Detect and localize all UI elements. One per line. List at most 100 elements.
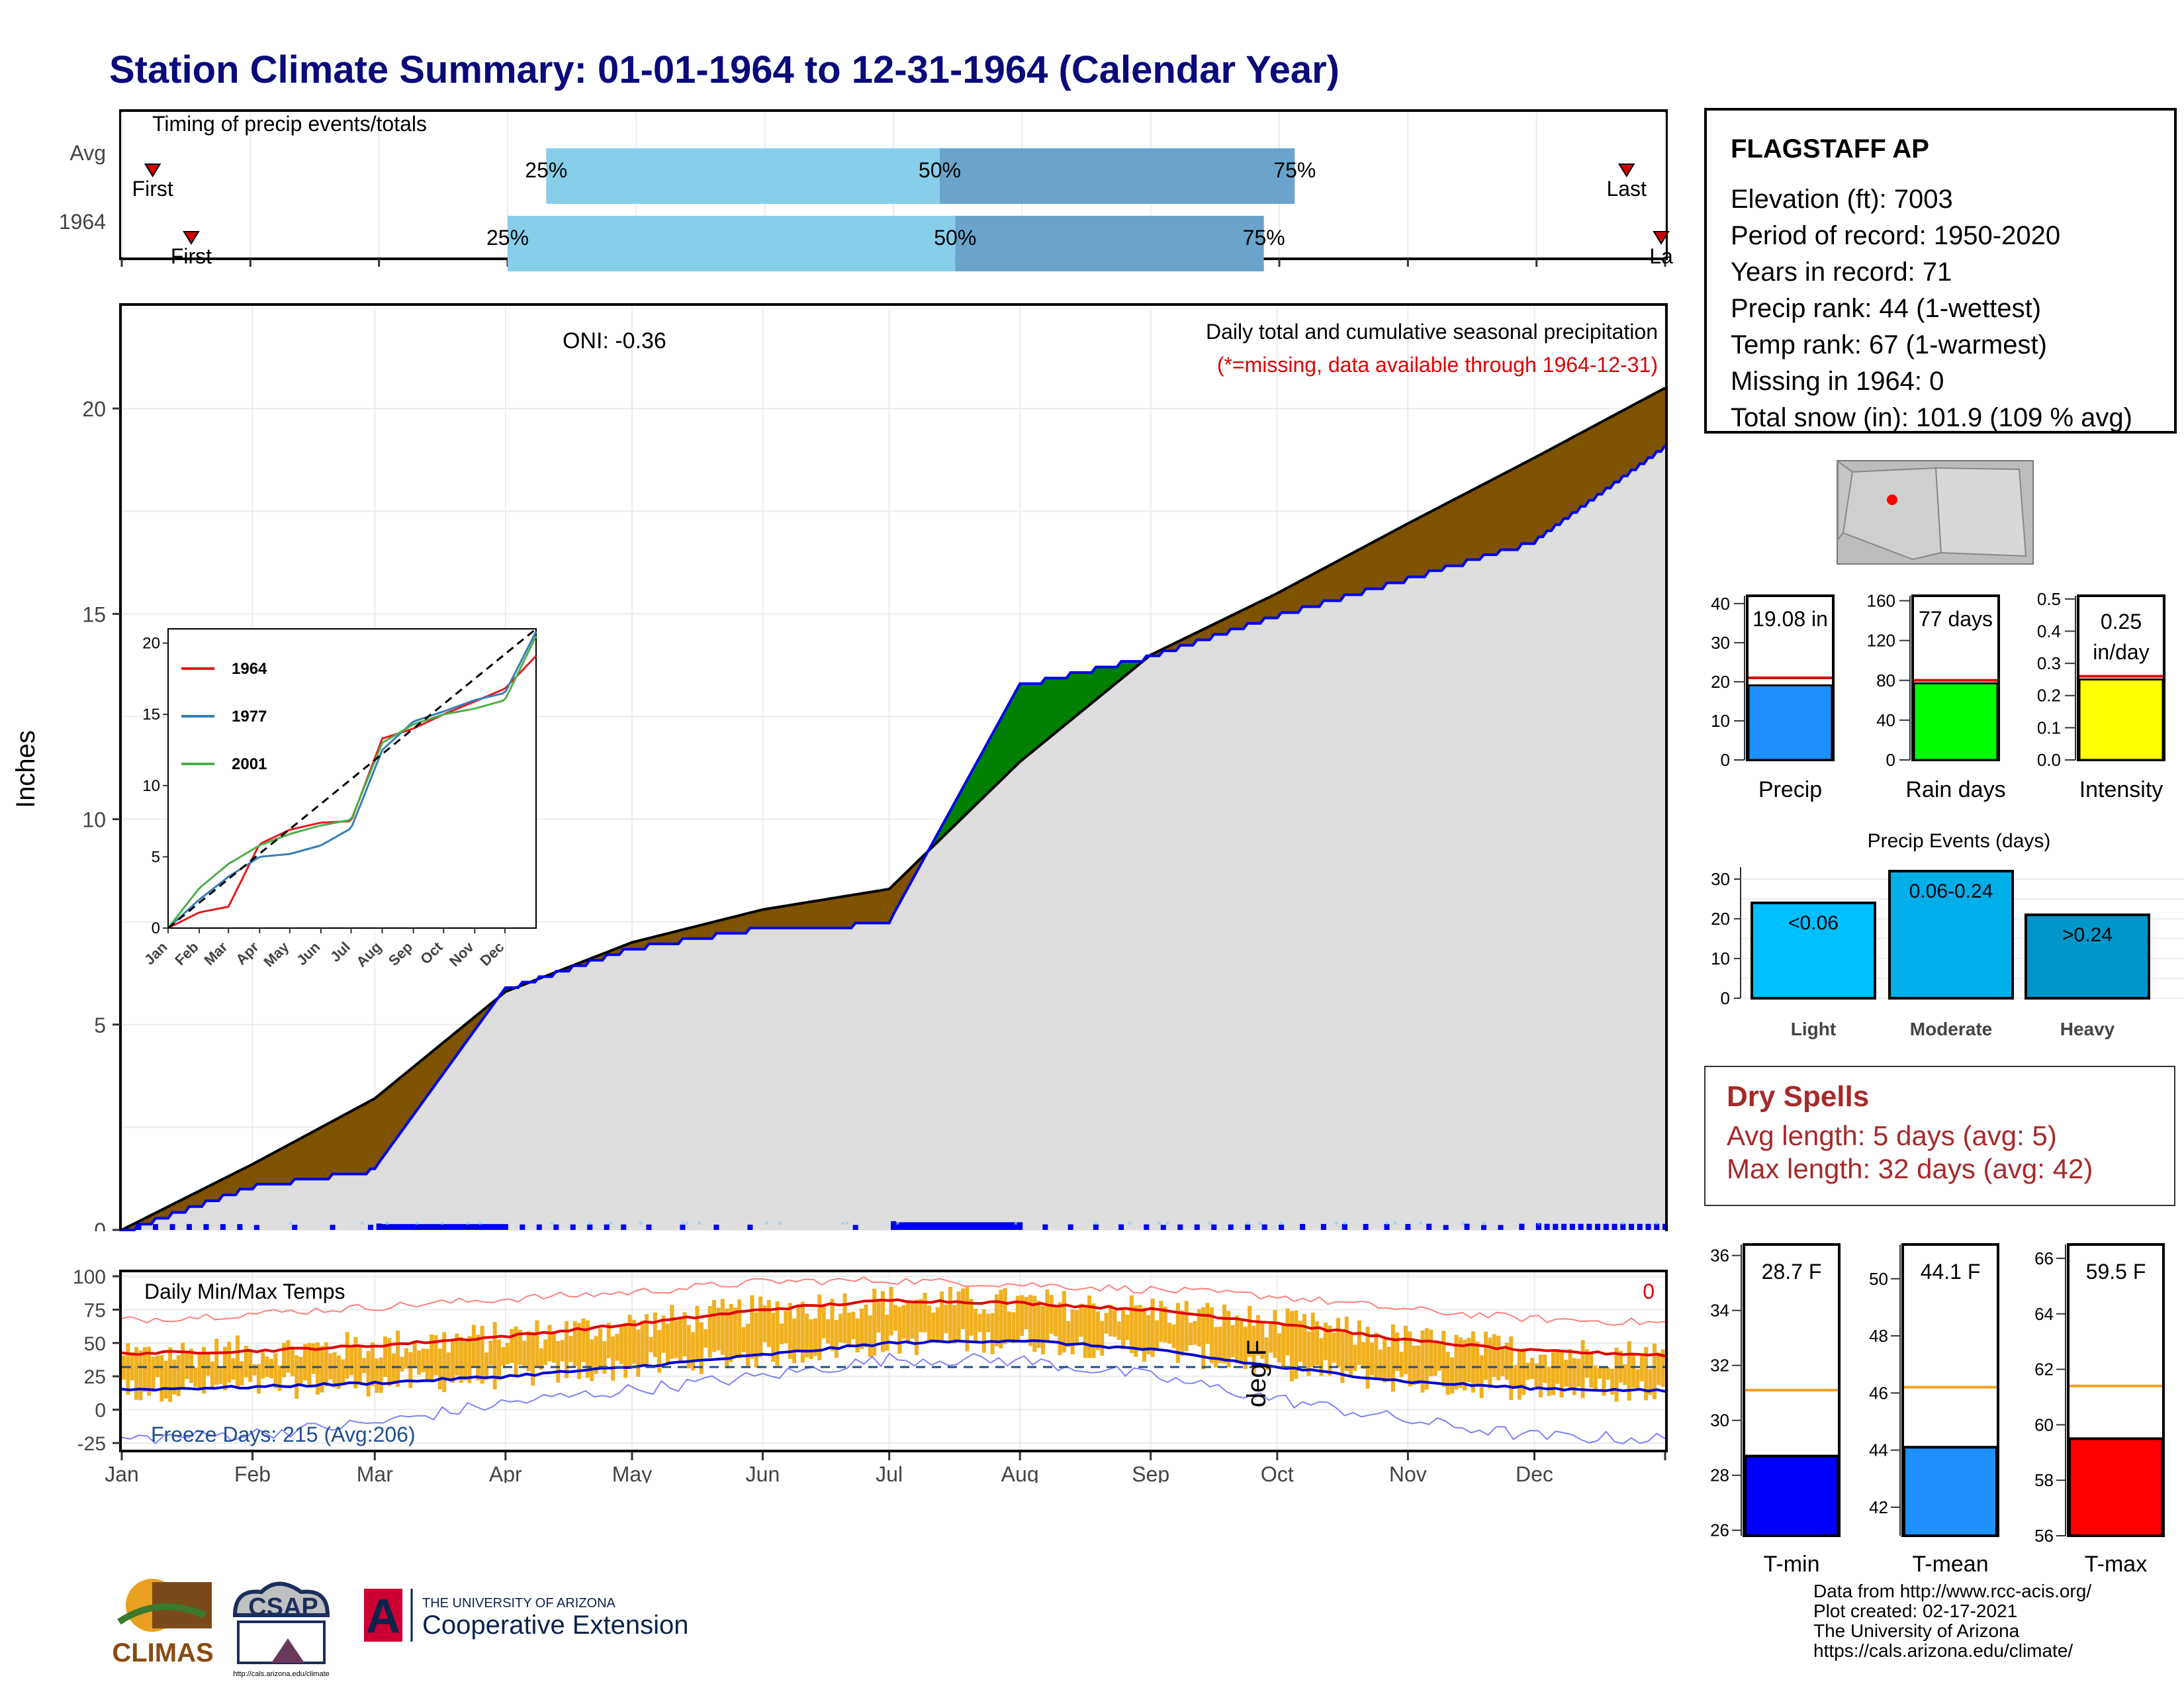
daily-precip-bar <box>937 1222 943 1230</box>
temp-bar-value <box>1744 1454 1839 1538</box>
daily-temp-bar <box>805 1313 809 1358</box>
daily-temp-bar <box>1568 1348 1572 1389</box>
daily-temp-bar <box>1580 1340 1585 1399</box>
daily-temp-bar <box>189 1348 193 1383</box>
daily-precip-bar <box>1464 1223 1470 1230</box>
daily-temp-bar <box>1547 1366 1551 1396</box>
daily-temp-bar <box>1387 1346 1391 1379</box>
inset-frame <box>167 628 537 929</box>
precip-chart: ** * **** ** *** ** *** * *** * *** * *** * *** * * * ** **… <box>11 303 1668 1231</box>
daily-temp-bar <box>433 1335 438 1376</box>
month-label: Oct <box>1261 1462 1294 1483</box>
inset-y-tick-label: 0 <box>152 919 160 937</box>
daily-precip-bar <box>916 1222 922 1230</box>
daily-temp-bar <box>923 1292 927 1333</box>
trace-marker: * <box>478 1220 482 1231</box>
daily-temp-bar <box>935 1307 940 1343</box>
daily-temp-bar <box>1264 1337 1269 1371</box>
daily-temp-bar <box>370 1342 375 1386</box>
precip-subtitle: (*=missing, data available through 1964-… <box>1217 353 1658 377</box>
ua-line2: Cooperative Extension <box>422 1611 688 1640</box>
oni-label: ONI: -0.36 <box>563 328 666 353</box>
daily-temp-bar <box>231 1358 236 1380</box>
daily-temp-bar <box>396 1331 400 1387</box>
station-precip-rank: Precip rank: 44 (1-wettest) <box>1731 294 2042 323</box>
daily-temp-bar <box>631 1319 636 1364</box>
credit-university: The University of Arizona <box>1813 1620 2020 1641</box>
daily-precip-bar <box>536 1224 542 1230</box>
daily-temp-bar <box>1610 1368 1615 1395</box>
events-bar-label: >0.24 <box>2062 924 2113 946</box>
daily-temp-bar <box>682 1312 687 1357</box>
daily-precip-bar <box>435 1224 441 1230</box>
daily-temp-bar <box>1513 1365 1518 1388</box>
daily-temp-bar <box>197 1354 202 1388</box>
daily-temp-bar <box>1598 1368 1602 1379</box>
daily-temp-bar <box>1205 1303 1210 1344</box>
last-marker-icon <box>1653 231 1670 245</box>
daily-temp-bar <box>606 1323 611 1358</box>
trace-marker: * <box>385 1220 389 1231</box>
daily-temp-bar <box>1193 1321 1197 1345</box>
temp-bar-tick-label: 66 <box>2034 1248 2054 1268</box>
daily-temp-bar <box>1332 1333 1336 1363</box>
daily-temp-bar <box>1189 1323 1193 1346</box>
trace-marker: * <box>440 1220 444 1231</box>
daily-temp-bar <box>341 1359 345 1383</box>
mini-bar-value <box>1913 682 1999 761</box>
daily-temp-bar <box>1100 1321 1105 1356</box>
daily-temp-bar <box>1091 1303 1096 1358</box>
daily-precip-bar <box>1144 1224 1150 1230</box>
daily-temp-bar <box>1614 1347 1619 1402</box>
daily-temp-bar <box>1251 1325 1256 1374</box>
daily-temp-bar <box>876 1300 881 1333</box>
daily-temp-bar <box>1635 1369 1640 1388</box>
annual-temp-bars: 36 34 32 30 28 26 28.7 F T-min 50 48 46 44 42 44.1 F T… <box>1710 1243 2165 1577</box>
daily-temp-bar <box>1159 1301 1163 1342</box>
trace-marker: * <box>1385 1220 1388 1231</box>
daily-temp-bar <box>813 1318 817 1356</box>
daily-precip-bar <box>987 1222 993 1230</box>
csap-mountain-icon <box>271 1638 304 1663</box>
daily-temp-bar <box>653 1312 657 1358</box>
trace-marker: * <box>1655 1220 1659 1231</box>
daily-temp-bar <box>994 1294 999 1346</box>
mini-bar-tick-label: 20 <box>1711 672 1730 692</box>
daily-temp-bar <box>560 1340 565 1362</box>
daily-temp-bar <box>1269 1322 1273 1353</box>
daily-precip-bar <box>553 1224 559 1230</box>
daily-temp-bar <box>151 1356 156 1392</box>
daily-temp-bar <box>906 1301 911 1344</box>
daily-temp-bar <box>349 1346 354 1376</box>
daily-temp-bar <box>1171 1324 1176 1348</box>
daily-temp-bar <box>1328 1325 1332 1376</box>
locator-map <box>1837 460 2034 565</box>
daily-temp-bar <box>488 1340 493 1366</box>
daily-precip-bar <box>253 1225 259 1230</box>
daily-temp-bar <box>522 1340 527 1368</box>
daily-temp-bar <box>256 1364 261 1394</box>
daily-precip-bar <box>924 1222 930 1230</box>
logo-strip: CLIMAS CSAP http://cals.arizona.edu/clim… <box>112 1579 688 1678</box>
precip-y-tick-label: 15 <box>82 602 106 626</box>
daily-temp-bar <box>497 1339 502 1380</box>
daily-temp-bar <box>1543 1354 1547 1383</box>
daily-precip-bar <box>1519 1223 1525 1230</box>
inset-legend-label: 1977 <box>232 708 267 726</box>
trace-marker: * <box>1014 1220 1018 1231</box>
daily-temp-bar <box>1011 1312 1016 1344</box>
daily-temp-bar <box>602 1340 607 1374</box>
daily-temp-bar <box>206 1352 210 1376</box>
observed-cumulative-area <box>122 445 1665 1230</box>
daily-temp-bar <box>868 1315 872 1358</box>
mini-bar-tick-label: 0 <box>1721 750 1730 770</box>
mini-bar-tick-label: 10 <box>1711 711 1730 731</box>
mini-bar-value <box>2078 678 2164 761</box>
precip-title: Daily total and cumulative seasonal prec… <box>1206 320 1658 344</box>
daily-temp-bar <box>1395 1332 1400 1372</box>
precip-y-axis: 0 5 10 15 20 <box>82 397 120 1231</box>
daily-temp-bar <box>623 1323 628 1378</box>
daily-precip-bar <box>490 1224 496 1230</box>
daily-temp-bar <box>569 1336 573 1362</box>
csap-cloud-icon <box>232 1581 330 1617</box>
